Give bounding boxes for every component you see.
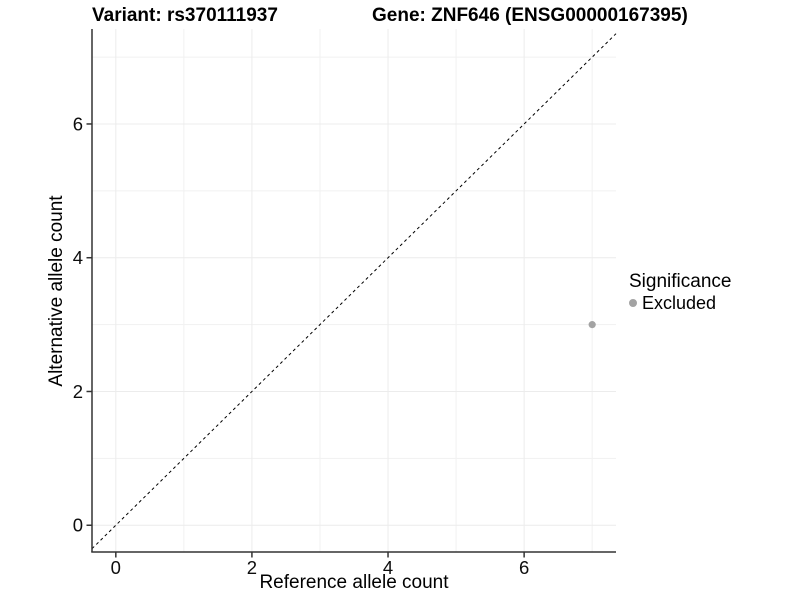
y-tick-label: 2	[73, 381, 83, 402]
y-axis-label: Alternative allele count	[46, 195, 67, 387]
data-point	[588, 321, 596, 329]
legend-point-icon	[629, 299, 637, 307]
legend-item-label: Excluded	[642, 293, 717, 313]
y-tick-label: 0	[73, 515, 83, 536]
x-tick-label: 4	[383, 557, 393, 578]
legend: Significance Excluded	[629, 271, 731, 313]
y-tick-label: 6	[73, 113, 83, 134]
legend-title: Significance	[629, 271, 732, 292]
x-tick-label: 2	[247, 557, 257, 578]
plot-title-variant: Variant: rs370111937	[92, 5, 278, 26]
x-axis-label: Reference allele count	[259, 572, 449, 593]
x-tick-label: 6	[519, 557, 529, 578]
plot-title-gene: Gene: ZNF646 (ENSG00000167395)	[372, 5, 688, 26]
y-tick-label: 4	[73, 247, 83, 268]
legend-items: Excluded	[629, 293, 731, 313]
legend-item: Excluded	[629, 293, 731, 313]
x-tick-label: 0	[111, 557, 121, 578]
identity-line	[91, 33, 617, 550]
